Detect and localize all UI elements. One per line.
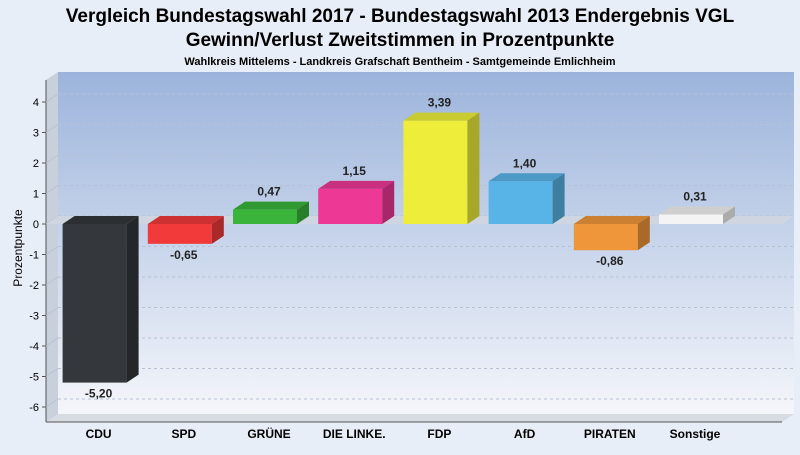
plot-left-wall (46, 72, 58, 422)
grid-line-depth (45, 368, 59, 377)
value-label: -0,65 (170, 248, 198, 262)
value-labels: -5,20 -0,65 0,47 1,15 3,39 1,40 -0,86 0,31 (85, 96, 707, 401)
y-tick-labels: 4 3 2 1 0 -1 -2 -3 -4 -5 -6 (29, 97, 46, 414)
bar-afd (488, 173, 565, 224)
bar-top (659, 206, 735, 215)
bar-side (467, 112, 480, 224)
bar-side (211, 216, 224, 244)
value-label: -5,20 (85, 387, 113, 401)
bar-cdu (62, 216, 139, 383)
x-tick-label: Sonstige (670, 427, 721, 441)
y-tick-label: 0 (33, 219, 39, 231)
y-tick-label: -2 (29, 280, 39, 292)
bar-piraten (573, 216, 650, 251)
bar-side (637, 216, 650, 251)
x-tick-label: FDP (427, 427, 451, 441)
grid-line-depth (45, 307, 59, 316)
y-tick-label: -1 (29, 250, 39, 262)
y-tick-label: 1 (33, 189, 39, 201)
bar-sonstige (659, 206, 735, 224)
x-tick-label: CDU (86, 427, 112, 441)
y-tick-label: -6 (29, 402, 39, 414)
bar-die-linke (318, 180, 395, 224)
bar-grüne (233, 201, 309, 224)
y-axis-label: Prozentpunkte (11, 209, 25, 287)
bar-top (318, 180, 395, 189)
bar-top (62, 216, 139, 224)
bar-side (297, 201, 309, 224)
x-tick-label: SPD (171, 427, 196, 441)
grid-line-depth (45, 276, 59, 286)
bar-spd (147, 216, 224, 244)
bar-top (233, 201, 309, 210)
bar-front (573, 224, 638, 251)
y-tick-label: 2 (33, 158, 39, 170)
bar-fdp (403, 112, 480, 224)
grid-line-depth (45, 124, 59, 133)
bar-top (403, 112, 480, 121)
grid-line-depth (45, 93, 59, 103)
bar-top (488, 173, 565, 182)
bar-front (233, 209, 297, 224)
bar-front (403, 120, 468, 224)
x-tick-label: DIE LINKE. (323, 427, 386, 441)
bar-front (318, 188, 383, 224)
value-label: 0,31 (683, 190, 707, 204)
y-tick-label: -4 (29, 341, 39, 353)
y-tick-label: -3 (29, 311, 39, 323)
bar-top (147, 216, 224, 224)
bar-front (488, 181, 553, 224)
y-tick-label: 4 (33, 97, 39, 109)
bar-side (126, 216, 139, 383)
bar-side (382, 180, 395, 224)
bar-side (723, 206, 735, 224)
value-label: -0,86 (596, 254, 624, 268)
grid-line-depth (45, 398, 59, 408)
chart-subtitle: Wahlkreis Mittelems - Landkreis Grafscha… (184, 56, 615, 68)
grid-line-depth (45, 185, 59, 194)
x-tick-label: GRÜNE (247, 426, 290, 441)
plot-floor (46, 414, 794, 422)
plot-back-wall (58, 72, 794, 414)
bar-front (62, 224, 127, 383)
grid-line-depth (45, 154, 59, 164)
chart-title-line1: Vergleich Bundestagswahl 2017 - Bundesta… (66, 6, 735, 27)
x-tick-labels: CDU SPD GRÜNE DIE LINKE. FDP AfD PIRATEN Sonsti… (86, 426, 721, 441)
value-label: 1,15 (343, 164, 367, 178)
bar-front (147, 224, 212, 244)
value-label: 0,47 (257, 185, 281, 199)
bar-side (552, 173, 565, 224)
chart-title-line2: Gewinn/Verlust Zweitstimmen in Prozentpu… (186, 30, 615, 51)
y-tick-label: 3 (33, 128, 39, 140)
bars (62, 112, 735, 383)
x-tick-label: PIRATEN (584, 427, 636, 441)
value-label: 1,40 (513, 156, 537, 170)
x-tick-label: AfD (514, 427, 536, 441)
grid-line-depth (45, 246, 59, 255)
bar-front (659, 214, 723, 224)
grid-line-depth (45, 337, 59, 347)
bar-top (573, 216, 650, 224)
y-tick-label: -5 (29, 372, 39, 384)
value-label: 3,39 (428, 96, 452, 110)
